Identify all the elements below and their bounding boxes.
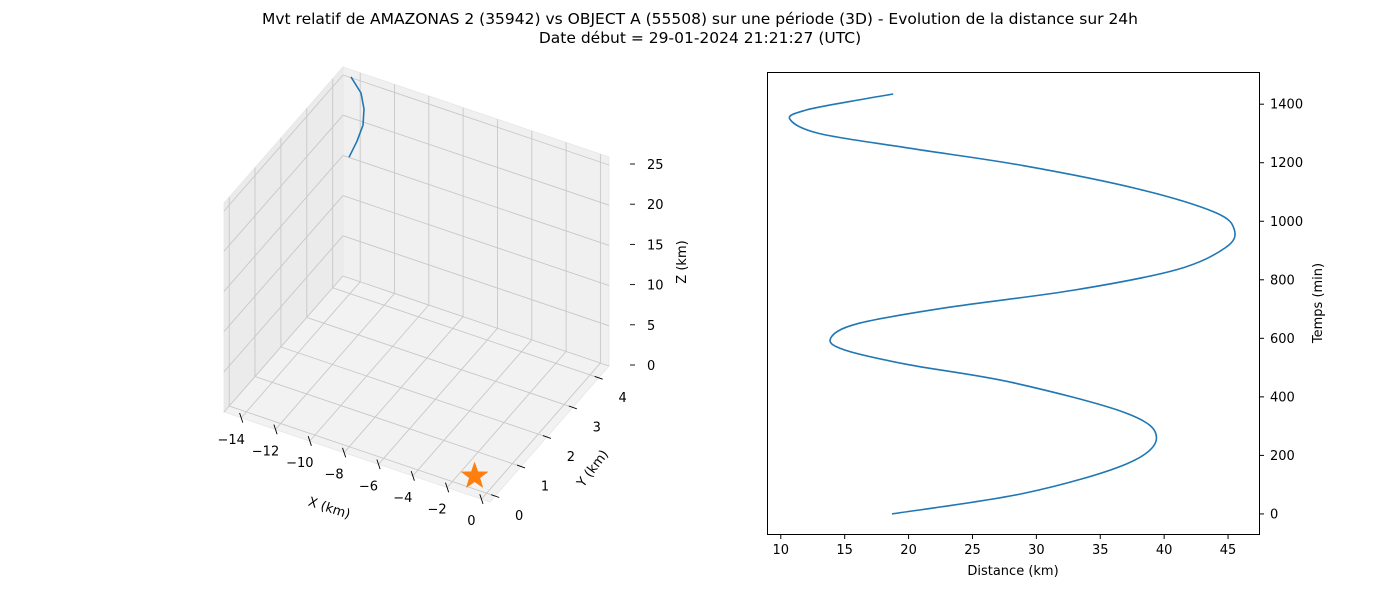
plot-frame — [767, 72, 1260, 535]
x-tick-label: 30 — [1028, 543, 1045, 558]
x-tick-label: 25 — [964, 543, 981, 558]
y-grid-line — [332, 287, 599, 379]
z-grid-line — [223, 195, 344, 332]
y-tick-mark — [594, 375, 603, 380]
z-tick-label: 15 — [647, 238, 664, 253]
x-tick-label: 15 — [836, 543, 853, 558]
z-grid-line — [223, 235, 344, 373]
x-grid-line — [412, 339, 533, 477]
x-tick-label: 45 — [1220, 543, 1237, 558]
z-axis-label: Z (km) — [675, 240, 690, 283]
figure-title: Mvt relatif de AMAZONAS 2 (35942) vs OBJ… — [0, 10, 1400, 48]
z-tick-label: 5 — [647, 319, 655, 334]
y-tick-label: 0 — [1270, 507, 1278, 522]
x-tick-label: −10 — [286, 456, 313, 471]
y-tick-label: 1 — [541, 480, 549, 495]
x-tick-label: −4 — [393, 491, 412, 506]
z-grid-line — [223, 275, 344, 413]
z-grid-line — [342, 275, 610, 367]
title-line-1: Mvt relatif de AMAZONAS 2 (35942) vs OBJ… — [262, 10, 1138, 28]
x-tick-label: 0 — [467, 514, 475, 529]
z-tick-label: 10 — [647, 279, 664, 294]
y-grid-line — [229, 405, 496, 497]
x-tick-label: 35 — [1092, 543, 1109, 558]
x-grid-line — [240, 281, 361, 419]
origin-star-marker — [460, 461, 489, 489]
y-axis-label: Y (km) — [574, 447, 612, 491]
y-tick-label: 0 — [515, 509, 523, 524]
y-axis-label: Temps (min) — [1311, 263, 1326, 344]
pane-group — [223, 65, 610, 503]
x-grid-line — [343, 316, 464, 453]
z-grid-line — [342, 195, 610, 287]
x-tick-mark — [342, 447, 347, 458]
x-axis-label: X (km) — [306, 495, 352, 523]
z-grid-line — [342, 235, 610, 327]
x-grid-line — [378, 328, 498, 465]
y-tick-label: 1200 — [1270, 156, 1303, 171]
chart-3d-trajectory: −14 −12 −10 −8 −6 −4 −2 0 0 1 2 3 4 0 5 10 15 20 25 X (km)… — [217, 65, 690, 529]
y-tick-mark — [568, 405, 577, 410]
y-tick-mark — [491, 494, 500, 498]
x-tick-label: 10 — [773, 543, 790, 558]
tick-group: −14 −12 −10 −8 −6 −4 −2 0 0 1 2 3 4 0 5 10 15 20 25 — [217, 158, 663, 529]
series-line — [788, 93, 1236, 515]
y-tick-label: 2 — [567, 450, 575, 465]
y-tick-label: 3 — [593, 420, 601, 435]
x-tick-label: −8 — [325, 468, 344, 483]
y-tick-label: 1400 — [1270, 98, 1303, 113]
grid-group — [223, 72, 610, 500]
x-tick-label: 20 — [900, 543, 917, 558]
x-tick-mark — [410, 470, 415, 481]
z-grid-line — [223, 114, 344, 252]
z-grid-line — [223, 155, 344, 292]
x-tick-mark — [445, 482, 450, 493]
x-grid-line — [481, 362, 601, 500]
x-grid-line — [446, 351, 567, 488]
series-group — [348, 76, 489, 489]
z-grid-line — [342, 114, 610, 206]
x-tick-label: −14 — [217, 433, 244, 448]
x-tick-mark — [479, 494, 484, 505]
z-grid-line — [342, 74, 610, 166]
y-tick-label: 1000 — [1270, 215, 1303, 230]
series-group — [788, 93, 1236, 515]
y-grid-line — [306, 316, 573, 408]
z-tick-label: 20 — [647, 198, 664, 213]
title-line-2: Date début = 29-01-2024 21:21:27 (UTC) — [538, 29, 862, 47]
x-grid-line — [309, 304, 430, 442]
x-tick-label: −2 — [428, 503, 447, 518]
y-tick-label: 4 — [619, 391, 627, 406]
y-tick-label: 600 — [1270, 332, 1295, 347]
x-tick-label: −12 — [252, 444, 279, 459]
x-tick-mark — [273, 424, 278, 435]
y-grid-line — [254, 376, 522, 467]
x-tick-mark — [307, 436, 312, 446]
x-tick-mark — [239, 412, 244, 423]
y-tick-mark — [542, 435, 552, 439]
y-tick-label: 800 — [1270, 273, 1295, 288]
x-axis-label: Distance (km) — [967, 564, 1058, 579]
y-grid-line — [280, 346, 548, 438]
z-grid-line — [342, 154, 610, 246]
z-tick-label: 0 — [647, 359, 655, 374]
z-tick-label: 25 — [647, 158, 664, 173]
y-tick-mark — [516, 464, 526, 469]
chart-distance-vs-time: 10 15 20 25 30 35 40 45 0 200 400 600 800 1000 1200 140… — [767, 72, 1326, 579]
x-tick-mark — [376, 459, 381, 470]
y-tick-label: 200 — [1270, 449, 1295, 464]
trajectory-line — [348, 76, 365, 158]
x-tick-label: −6 — [359, 479, 378, 494]
tick-group: 10 15 20 25 30 35 40 45 0 200 400 600 800 1000 1200 140… — [773, 98, 1304, 558]
z-grid-line — [223, 74, 344, 212]
y-tick-label: 400 — [1270, 390, 1295, 405]
x-tick-label: 40 — [1156, 543, 1173, 558]
x-grid-line — [275, 293, 395, 430]
